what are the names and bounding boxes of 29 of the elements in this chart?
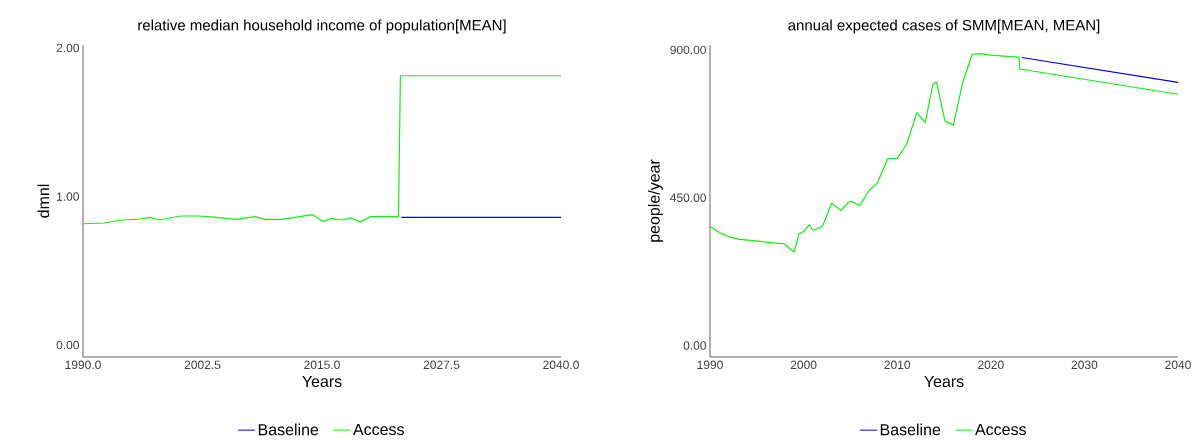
legend-label: Access <box>353 423 404 436</box>
x-tick-label: 2002.5 <box>184 360 221 370</box>
x-tick-label: 2040.0 <box>543 360 579 370</box>
chart-title: annual expected cases of SMM[MEAN, MEAN] <box>788 19 1100 34</box>
y-tick-label: 450.00 <box>670 193 707 202</box>
x-axis-title: Years <box>302 375 342 388</box>
legend-label: Access <box>975 423 1026 436</box>
x-tick-label: 2027.5 <box>423 360 460 370</box>
y-tick-label: 1.00 <box>57 192 80 201</box>
y-tick-label: 2.00 <box>56 43 80 53</box>
y-axis-title: people/year <box>648 159 663 242</box>
x-axis-title: Years <box>924 375 964 388</box>
x-tick-label: 2020 <box>978 360 1004 370</box>
line-series <box>710 52 1179 253</box>
y-tick-label: 900.00 <box>670 45 707 55</box>
legend-label: Baseline <box>880 423 941 436</box>
y-tick-label: 0.00 <box>56 340 80 350</box>
legend-label: Baseline <box>258 423 319 436</box>
x-tick-label: 2015.0 <box>304 360 340 370</box>
x-tick-label: 2030 <box>1071 360 1098 370</box>
x-tick-label: 1990.0 <box>65 360 101 370</box>
y-tick-label: 0.00 <box>683 341 707 350</box>
line-series <box>83 75 562 225</box>
x-tick-label: 2040 <box>1165 360 1191 370</box>
chart-title: relative median household income of population[MEAN] <box>138 19 506 34</box>
x-tick-label: 2010 <box>884 360 911 370</box>
x-tick-label: 1990 <box>697 360 723 370</box>
y-axis-title: dmnl <box>37 184 50 218</box>
x-tick-label: 2000 <box>790 360 817 370</box>
